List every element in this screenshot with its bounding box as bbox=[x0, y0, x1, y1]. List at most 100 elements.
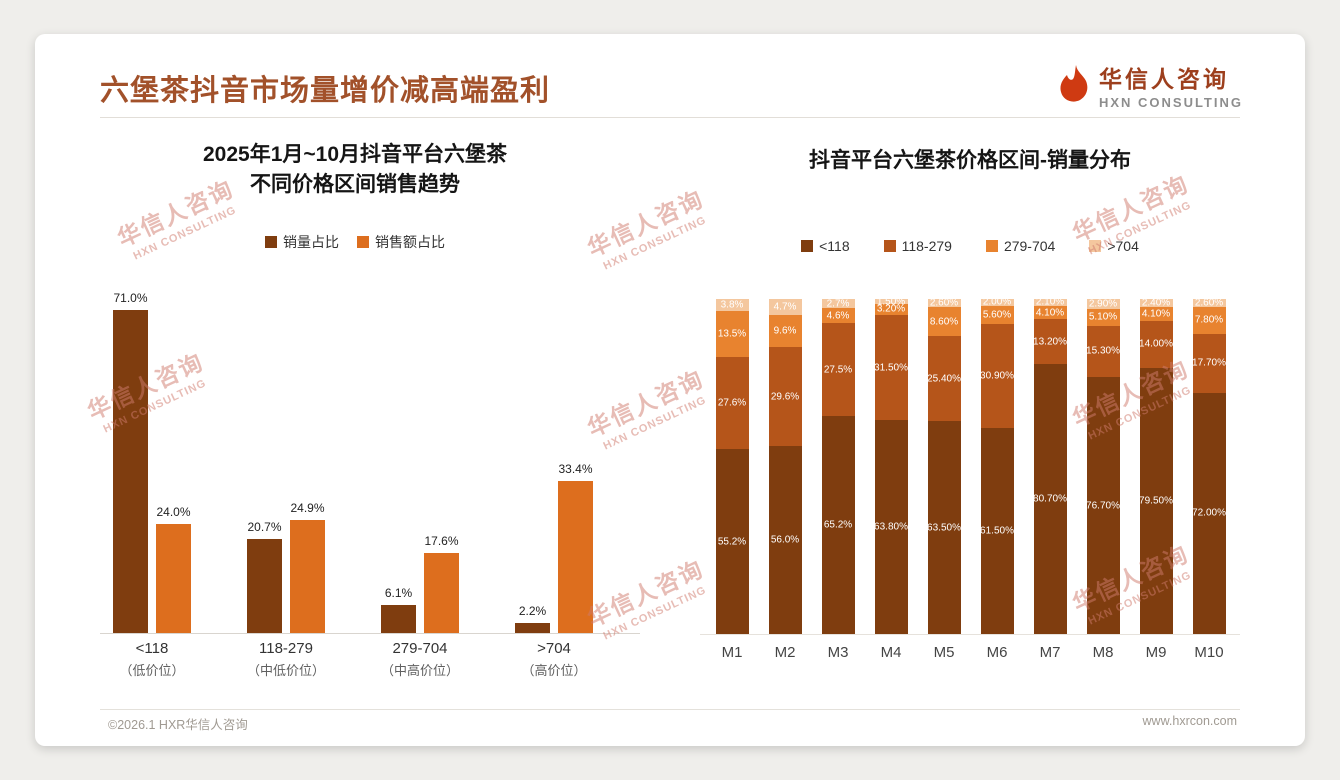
stack-segment bbox=[821, 308, 855, 324]
grouped-bar bbox=[558, 481, 593, 633]
stack-segment-label: 2.10% bbox=[1035, 296, 1065, 308]
grouped-bar bbox=[156, 523, 191, 633]
legend-swatch bbox=[357, 236, 369, 248]
footer-website: www.hxrcon.com bbox=[1142, 714, 1237, 728]
x-category: >704 （高价位） bbox=[521, 640, 586, 679]
stack-segment bbox=[980, 324, 1014, 428]
stack-segment-label: 3.8% bbox=[720, 299, 744, 311]
x-category: 118-279 （中低价位） bbox=[247, 640, 325, 679]
stack-segment-label: 14.00% bbox=[1139, 338, 1173, 350]
stack-segment bbox=[1139, 299, 1173, 308]
stack-segment bbox=[1192, 298, 1226, 308]
stack-segment-label: 27.5% bbox=[823, 364, 853, 376]
stack-segment-label: 15.30% bbox=[1086, 345, 1120, 357]
x-category-month: M7 bbox=[1039, 644, 1061, 661]
bar-value-label: 33.4% bbox=[558, 462, 593, 477]
bar-value-label: 17.6% bbox=[424, 533, 459, 548]
stack-segment-label: 13.20% bbox=[1033, 336, 1067, 348]
legend-label: 279-704 bbox=[1003, 238, 1056, 254]
stack-segment bbox=[821, 323, 855, 416]
stack-segment bbox=[1192, 333, 1226, 393]
stack-segment-label: 56.0% bbox=[770, 534, 800, 546]
stack-segment-label: 8.60% bbox=[929, 316, 959, 328]
stack-segment bbox=[768, 446, 802, 634]
legend-swatch bbox=[985, 240, 998, 252]
x-category-month: M3 bbox=[827, 644, 849, 661]
legend-label: <118 bbox=[819, 238, 850, 254]
left-chart-legend: 销量占比 销售额占比 bbox=[100, 232, 610, 252]
legend-item: >704 bbox=[1089, 238, 1139, 254]
stack-segment bbox=[980, 299, 1014, 306]
watermark-text-en: HXN CONSULTING bbox=[601, 214, 709, 273]
stack-segment-label: 2.90% bbox=[1088, 298, 1118, 310]
legend-swatch bbox=[265, 236, 277, 248]
stack-segment-label: 76.70% bbox=[1086, 500, 1120, 512]
x-category-month: M1 bbox=[721, 644, 743, 661]
stack-segment-label: 65.2% bbox=[823, 519, 853, 531]
grouped-bar bbox=[113, 309, 148, 633]
stack-segment-label: 2.60% bbox=[1194, 297, 1224, 309]
x-category-tier: （低价位） bbox=[119, 663, 185, 678]
stack-segment bbox=[927, 298, 961, 308]
stack-segment-label: 4.10% bbox=[1141, 308, 1171, 320]
header-divider bbox=[100, 117, 1240, 118]
legend-label: 销售额占比 bbox=[375, 234, 445, 250]
x-category-range: 279-704 bbox=[392, 640, 448, 657]
footer-copyright: ©2026.1 HXR华信人咨询 bbox=[108, 718, 248, 732]
grouped-bar bbox=[424, 552, 459, 633]
legend-swatch bbox=[1089, 240, 1102, 252]
footer: ©2026.1 HXR华信人咨询 www.hxrcon.com bbox=[108, 714, 1237, 733]
stack-segment bbox=[768, 347, 802, 447]
stack-segment-label: 3.20% bbox=[876, 303, 906, 315]
stack-segment bbox=[927, 307, 961, 337]
stack-segment bbox=[1033, 363, 1067, 634]
x-category-month: M5 bbox=[933, 644, 955, 661]
stack-segment bbox=[1033, 305, 1067, 320]
logo-name-en: HXN CONSULTING bbox=[1098, 95, 1243, 110]
stack-segment bbox=[980, 427, 1014, 634]
grouped-bar bbox=[290, 519, 325, 633]
right-chart-title: 抖音平台六堡茶价格区间-销量分布 bbox=[809, 149, 1131, 172]
left-chart-plot: 71.0% 20.7% 6.1% 2.2% 24.0% 24.9% 17.6% 33.4% bbox=[100, 274, 640, 634]
stack-segment bbox=[1192, 307, 1226, 334]
stack-segment-label: 63.50% bbox=[927, 522, 961, 534]
bar-value-label: 20.7% bbox=[247, 519, 282, 534]
x-category-month: M2 bbox=[774, 644, 796, 661]
x-category: <118 （低价位） bbox=[119, 640, 184, 679]
x-category-tier: （中高价位） bbox=[380, 663, 460, 678]
right-chart-legend: <118 118-279 279-704 >704 bbox=[700, 238, 1240, 254]
bar-value-label: 24.0% bbox=[156, 504, 191, 519]
logo-name-cn: 华信人咨询 bbox=[1098, 66, 1229, 92]
watermark-text-cn: 华信人咨询 bbox=[1068, 170, 1193, 247]
legend-item: 销量占比 bbox=[265, 232, 339, 252]
stack-segment bbox=[980, 305, 1014, 325]
bar-value-label: 6.1% bbox=[384, 586, 413, 601]
stack-segment bbox=[715, 356, 749, 450]
stack-segment-label: 55.2% bbox=[717, 536, 747, 548]
legend-label: >704 bbox=[1107, 238, 1139, 254]
x-category-month: M4 bbox=[880, 644, 902, 661]
logo-text: 华信人咨询 HXN CONSULTING bbox=[1099, 60, 1243, 110]
stack-segment-label: 13.5% bbox=[717, 328, 747, 340]
x-category-range: 118-279 bbox=[259, 640, 313, 657]
stack-segment-label: 5.60% bbox=[982, 309, 1012, 321]
right-chart-plot: 55.2% 27.6% 13.5% 3.8% 56.0% 29.6% 9.6% 4.7% 65.… bbox=[700, 274, 1240, 635]
legend-swatch bbox=[883, 240, 896, 252]
left-chart-title: 2025年1月~10月抖音平台六堡茶 不同价格区间销售趋势 bbox=[202, 143, 508, 197]
stack-segment bbox=[1033, 298, 1067, 306]
stack-segment-label: 1.50% bbox=[876, 296, 906, 308]
stack-segment-label: 80.70% bbox=[1033, 493, 1067, 505]
stack-segment bbox=[768, 315, 802, 348]
stack-segment bbox=[1139, 307, 1173, 321]
stack-segment-label: 27.6% bbox=[717, 397, 747, 409]
bar-value-label: 71.0% bbox=[113, 290, 148, 305]
stack-segment bbox=[768, 299, 802, 316]
stack-segment-label: 79.50% bbox=[1139, 495, 1173, 507]
grouped-bar bbox=[515, 623, 550, 633]
stack-segment bbox=[927, 421, 961, 634]
stack-segment bbox=[1139, 367, 1173, 634]
footer-divider bbox=[100, 709, 1240, 710]
stack-segment bbox=[874, 299, 908, 305]
stack-segment-label: 4.10% bbox=[1035, 307, 1065, 319]
stack-segment bbox=[1033, 319, 1067, 364]
